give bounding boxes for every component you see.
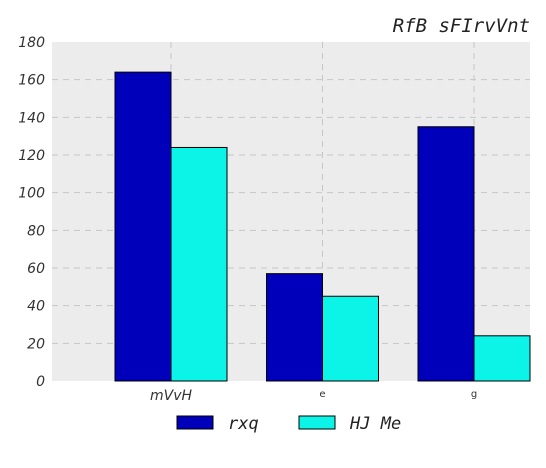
y-tick-label: 180 (18, 35, 45, 51)
legend-swatch (298, 415, 336, 430)
y-tick-label: 0 (36, 374, 45, 390)
x-tick-label: g (471, 389, 477, 400)
bar-hj-me-e (322, 295, 379, 382)
x-tick-label: mVvH (150, 388, 193, 404)
legend-label: rxq (228, 414, 259, 434)
legend: rxq HJ Me (176, 414, 401, 434)
y-tick-label: 120 (18, 148, 45, 164)
y-tick-label: 40 (27, 299, 45, 315)
chart-title: RfB sFIrvVnt (393, 15, 530, 37)
bar-rxq-e (266, 273, 323, 382)
bar-rxq-mvvh (114, 71, 172, 382)
legend-label: HJ Me (349, 414, 401, 434)
y-axis: 0 20 40 60 80 100 120 140 160 180 (18, 35, 45, 390)
y-tick-label: 100 (18, 186, 45, 202)
x-tick-label: e (319, 389, 325, 400)
y-tick-label: 80 (27, 223, 45, 239)
x-axis: mVvH e g (150, 388, 477, 404)
bar-hj-me-mvvh (170, 146, 228, 382)
y-tick-label: 140 (18, 110, 45, 126)
bar-rxq-g (417, 126, 475, 382)
legend-swatch (176, 415, 214, 430)
y-tick-label: 60 (27, 261, 45, 277)
y-tick-label: 20 (27, 336, 45, 352)
y-tick-label: 160 (18, 73, 45, 89)
bars (114, 71, 531, 382)
bar-hj-me-g (473, 335, 531, 382)
